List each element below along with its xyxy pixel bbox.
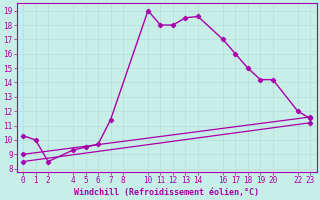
X-axis label: Windchill (Refroidissement éolien,°C): Windchill (Refroidissement éolien,°C) <box>74 188 259 197</box>
